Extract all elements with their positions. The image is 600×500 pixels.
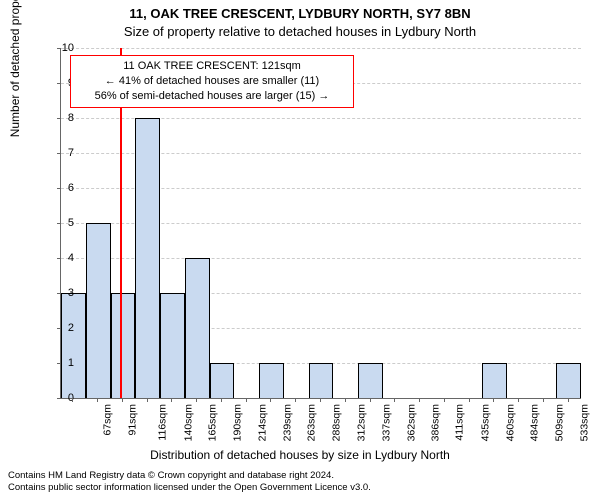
x-tick-label: 116sqm xyxy=(156,404,168,441)
footer-line-2: Contains public sector information licen… xyxy=(8,482,371,494)
histogram-bar xyxy=(482,363,507,398)
histogram-bar xyxy=(259,363,284,398)
x-tick-label: 288sqm xyxy=(331,404,343,441)
histogram-bar xyxy=(309,363,334,398)
chart-title-sub: Size of property relative to detached ho… xyxy=(0,24,600,39)
y-tick-label: 4 xyxy=(44,252,74,264)
annotation-line: 11 OAK TREE CRESCENT: 121sqm xyxy=(77,59,347,74)
y-tick-label: 8 xyxy=(44,112,74,124)
y-tick-label: 5 xyxy=(44,217,74,229)
x-tick-label: 214sqm xyxy=(256,404,268,441)
x-tick-label: 411sqm xyxy=(454,404,466,441)
histogram-bar xyxy=(86,223,111,398)
footer-attribution: Contains HM Land Registry data © Crown c… xyxy=(8,470,371,494)
x-tick-label: 509sqm xyxy=(553,404,565,441)
y-tick-label: 10 xyxy=(44,42,74,54)
x-tick-label: 67sqm xyxy=(102,404,114,436)
x-tick-label: 190sqm xyxy=(232,404,244,441)
x-tick-label: 435sqm xyxy=(479,404,491,441)
y-axis-label: Number of detached properties xyxy=(8,0,22,137)
x-tick-label: 312sqm xyxy=(355,404,367,441)
y-tick-label: 3 xyxy=(44,287,74,299)
y-tick-label: 0 xyxy=(44,392,74,404)
annotation-line: ← 41% of detached houses are smaller (11… xyxy=(77,74,347,89)
x-tick-label: 484sqm xyxy=(529,404,541,441)
chart-title-main: 11, OAK TREE CRESCENT, LYDBURY NORTH, SY… xyxy=(0,6,600,21)
x-axis-label: Distribution of detached houses by size … xyxy=(0,448,600,462)
footer-line-1: Contains HM Land Registry data © Crown c… xyxy=(8,470,371,482)
histogram-bar xyxy=(61,293,86,398)
histogram-bar xyxy=(210,363,235,398)
x-tick-label: 239sqm xyxy=(281,404,293,441)
histogram-bar xyxy=(185,258,210,398)
y-tick-label: 2 xyxy=(44,322,74,334)
annotation-line: 56% of semi-detached houses are larger (… xyxy=(77,89,347,104)
x-tick-label: 337sqm xyxy=(380,404,392,441)
histogram-bar xyxy=(160,293,185,398)
x-tick-label: 263sqm xyxy=(306,404,318,441)
x-tick-label: 386sqm xyxy=(430,404,442,441)
x-tick-label: 533sqm xyxy=(578,404,590,441)
x-tick-label: 460sqm xyxy=(504,404,516,441)
x-tick-label: 91sqm xyxy=(127,404,139,436)
y-tick-label: 6 xyxy=(44,182,74,194)
histogram-bar xyxy=(135,118,160,398)
chart-container: 11, OAK TREE CRESCENT, LYDBURY NORTH, SY… xyxy=(0,0,600,500)
y-tick-label: 1 xyxy=(44,357,74,369)
x-tick-label: 140sqm xyxy=(182,404,194,441)
gridline xyxy=(61,48,581,49)
x-tick-label: 362sqm xyxy=(405,404,417,441)
y-tick-label: 7 xyxy=(44,147,74,159)
x-tick-label: 165sqm xyxy=(207,404,219,441)
histogram-bar xyxy=(556,363,581,398)
histogram-bar xyxy=(111,293,136,398)
histogram-bar xyxy=(358,363,383,398)
annotation-box: 11 OAK TREE CRESCENT: 121sqm← 41% of det… xyxy=(70,55,354,108)
